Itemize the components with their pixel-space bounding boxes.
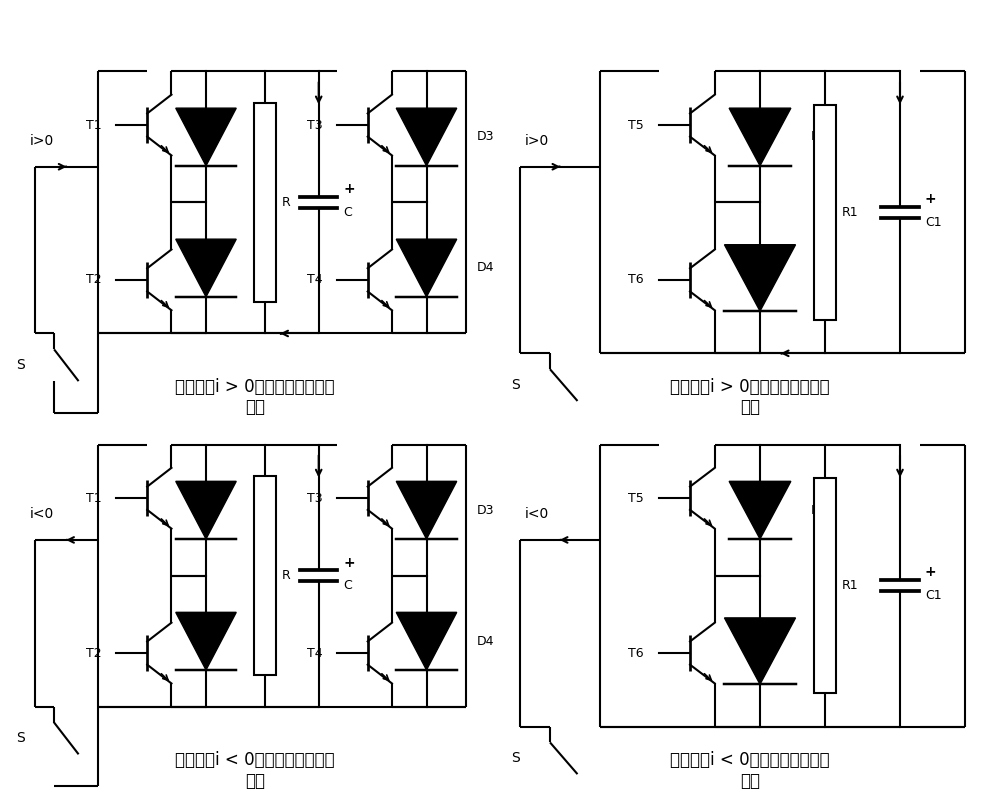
Text: S: S	[16, 358, 25, 372]
Text: R: R	[281, 196, 290, 209]
Text: i>0: i>0	[525, 134, 549, 148]
Text: D4: D4	[476, 634, 494, 648]
Text: C: C	[343, 206, 352, 219]
Text: +: +	[343, 556, 355, 569]
Text: D2: D2	[256, 634, 273, 648]
Text: T5: T5	[628, 491, 644, 505]
Text: +: +	[343, 183, 355, 196]
Polygon shape	[729, 108, 791, 166]
Text: +: +	[925, 565, 937, 580]
Text: 桥臂电流i > 0时半桥子模块充电
路径: 桥臂电流i > 0时半桥子模块充电 路径	[670, 378, 830, 416]
Polygon shape	[729, 481, 791, 539]
Text: T1: T1	[86, 118, 102, 132]
Polygon shape	[396, 612, 457, 670]
Text: S: S	[16, 731, 25, 746]
Text: C: C	[343, 579, 352, 592]
Text: 桥臂电流i < 0时半桥子模块充电
路径: 桥臂电流i < 0时半桥子模块充电 路径	[670, 751, 830, 789]
Text: T2: T2	[86, 646, 102, 660]
Text: 桥臂电流i > 0时全桥子模块充电
路径: 桥臂电流i > 0时全桥子模块充电 路径	[175, 378, 335, 416]
Polygon shape	[176, 239, 236, 297]
Text: i<0: i<0	[525, 507, 549, 521]
Text: 桥臂电流i < 0时全桥子模块充电
路径: 桥臂电流i < 0时全桥子模块充电 路径	[175, 751, 335, 789]
Polygon shape	[724, 245, 796, 311]
Bar	[254, 103, 276, 302]
Text: i>0: i>0	[30, 134, 54, 148]
Text: D5: D5	[811, 503, 828, 517]
Text: T2: T2	[86, 273, 102, 287]
Text: C1: C1	[925, 589, 942, 602]
Polygon shape	[176, 481, 236, 539]
Polygon shape	[176, 108, 236, 166]
Text: R: R	[281, 569, 290, 582]
Text: S: S	[511, 378, 520, 392]
Polygon shape	[396, 239, 457, 297]
Text: R1: R1	[842, 579, 859, 592]
Text: i<0: i<0	[30, 507, 54, 521]
Text: T4: T4	[307, 273, 322, 287]
Text: D3: D3	[476, 503, 494, 517]
Bar	[814, 106, 836, 319]
Text: T6: T6	[628, 646, 644, 660]
Text: D3: D3	[476, 130, 494, 144]
Text: D6: D6	[819, 272, 836, 284]
Text: T6: T6	[628, 273, 644, 287]
Polygon shape	[396, 481, 457, 539]
Text: D6: D6	[819, 645, 836, 657]
Text: T3: T3	[307, 118, 322, 132]
Text: D1: D1	[256, 130, 273, 144]
Text: S: S	[511, 751, 520, 765]
Text: T3: T3	[307, 491, 322, 505]
Text: D5: D5	[811, 130, 828, 144]
Bar	[254, 476, 276, 675]
Text: C1: C1	[925, 216, 942, 229]
Text: T1: T1	[86, 491, 102, 505]
Polygon shape	[176, 612, 236, 670]
Polygon shape	[724, 618, 796, 684]
Text: T5: T5	[628, 118, 644, 132]
Text: D4: D4	[476, 261, 494, 275]
Bar	[814, 479, 836, 692]
Text: D1: D1	[256, 503, 273, 517]
Text: R1: R1	[842, 206, 859, 219]
Text: D2: D2	[256, 261, 273, 275]
Polygon shape	[396, 108, 457, 166]
Text: +: +	[925, 192, 937, 206]
Text: T4: T4	[307, 646, 322, 660]
